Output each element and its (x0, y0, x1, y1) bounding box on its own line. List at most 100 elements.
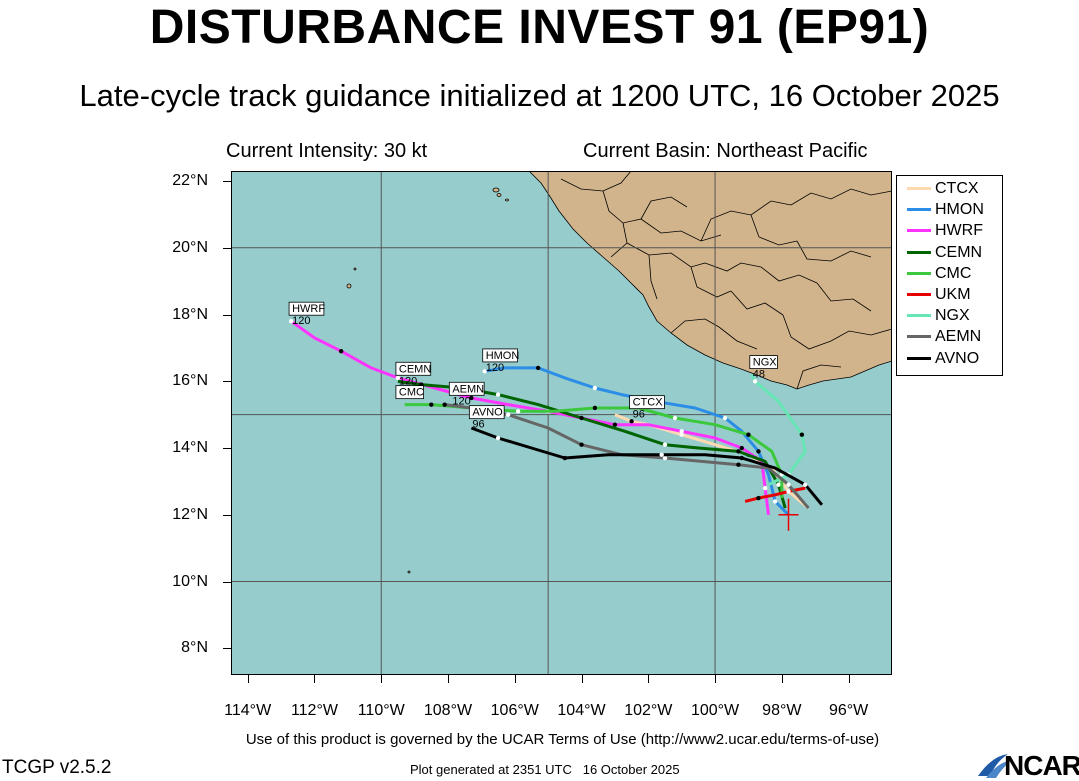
track-point (515, 409, 521, 414)
label-text: CEMN (399, 363, 431, 375)
track-point (776, 482, 781, 487)
terms-of-use: Use of this product is governed by the U… (245, 731, 880, 748)
land-area (346, 171, 892, 574)
island (492, 187, 500, 193)
lat-tick (223, 181, 231, 182)
legend-item-ngx: NGX (901, 306, 1001, 326)
lat-tick (223, 314, 231, 316)
island (496, 193, 502, 197)
track-point (579, 415, 584, 421)
track-point (786, 482, 791, 487)
track-point (736, 449, 741, 454)
legend-item-ukm: UKM (901, 285, 1001, 305)
generated-timestamp: Plot generated at 2351 UTC 16 October 20… (410, 762, 680, 777)
track-point (659, 452, 664, 457)
lat-tick-label: 16°N (172, 372, 208, 390)
track-point (612, 422, 618, 427)
lon-tick (581, 675, 583, 683)
legend-item-avno: AVNO (901, 349, 1001, 369)
lon-tick (314, 675, 316, 683)
label-text: CTCX (633, 397, 664, 409)
lat-tick (223, 648, 231, 650)
track-point (592, 385, 598, 391)
label-box (629, 395, 665, 410)
lat-tick (223, 448, 231, 450)
track-point (672, 415, 678, 421)
legend-label: NGX (935, 307, 970, 325)
lat-tick (223, 381, 231, 383)
legend-item-cemn: CEMN (901, 243, 1001, 263)
lat-tick-label: 18°N (172, 305, 208, 323)
label-box (448, 381, 485, 396)
lon-tick-label: 102°W (624, 702, 673, 719)
track-point (505, 412, 511, 417)
label-hours: 120 (292, 315, 310, 327)
track-point (495, 435, 501, 441)
lon-tick-label: 100°W (690, 702, 740, 719)
current-basin: Current Basin: Northeast Pacific (583, 140, 868, 162)
lon-tick (848, 675, 850, 683)
lat-tick-label: 14°N (172, 439, 208, 457)
legend-swatch (907, 250, 931, 254)
island (346, 283, 352, 289)
label-text: AVNO (472, 407, 503, 419)
track-point (739, 445, 744, 451)
track-point (746, 432, 751, 437)
lon-tick-label: 104°W (557, 702, 606, 719)
label-box (749, 355, 778, 370)
lon-tick (514, 675, 516, 683)
legend-label: UKM (935, 286, 971, 303)
lat-tick-label: 20°N (172, 238, 208, 256)
track-point (395, 375, 401, 381)
track-point (562, 455, 568, 461)
lon-tick-label: 96°W (828, 702, 869, 719)
label-box (468, 405, 505, 420)
legend-label: CMC (935, 264, 972, 282)
legend-item-hwrf: HWRF (901, 221, 1001, 241)
track-point (662, 455, 668, 461)
lon-tick (715, 675, 717, 683)
track-hwrf (290, 319, 770, 515)
lon-tick-label: 114°W (224, 702, 272, 719)
track-point (786, 489, 791, 494)
map-subtitle: Late-cycle track guidance initialized at… (79, 78, 1000, 113)
state-borders (560, 171, 892, 390)
legend-label: HMON (935, 201, 984, 219)
lat-lon-grid (231, 171, 892, 675)
current-intensity: Current Intensity: 30 kt (226, 140, 428, 162)
legend-swatch (907, 356, 931, 360)
track-point (756, 495, 761, 501)
island (353, 267, 357, 271)
island (505, 198, 509, 202)
legend-item-aemn: AEMN (901, 327, 1001, 347)
island (407, 570, 411, 574)
track-point (679, 432, 684, 437)
legend-label: CTCX (935, 180, 979, 197)
track-point (772, 499, 778, 504)
legend-label: AEMN (935, 328, 982, 346)
label-hours: 96 (472, 419, 484, 431)
label-hours: 120 (452, 395, 470, 407)
legend-swatch (907, 208, 931, 212)
label-text: HMON (486, 350, 520, 362)
legend-swatch (907, 271, 931, 275)
version-label: TCGP v2.5.2 (2, 757, 112, 778)
lat-tick-label: 22°N (172, 172, 208, 189)
track-point (799, 432, 805, 437)
lat-tick (223, 514, 231, 516)
lon-tick-label: 110°W (357, 702, 405, 719)
mexico-landmass (528, 171, 892, 390)
label-text: CMC (399, 387, 424, 399)
track-point (495, 392, 501, 397)
lon-tick (247, 675, 249, 683)
track-point (662, 442, 668, 447)
lat-tick (223, 247, 231, 249)
lon-tick (447, 675, 449, 683)
track-point (679, 429, 684, 434)
label-box (482, 348, 518, 363)
label-hours: 96 (633, 409, 645, 421)
